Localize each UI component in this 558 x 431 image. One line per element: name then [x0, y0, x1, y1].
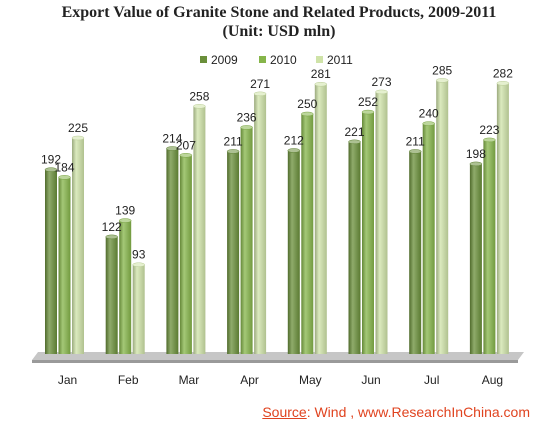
bar-Apr-2009	[226, 149, 240, 354]
legend-swatch-2009	[200, 56, 207, 63]
data-label-Aug-2010: 223	[479, 123, 499, 137]
source-text: : Wind , www.ResearchInChina.com	[306, 404, 530, 420]
x-tick-Jul: Jul	[424, 373, 439, 387]
data-label-Jun-2010: 252	[358, 95, 378, 109]
source-label: Source	[262, 404, 307, 420]
x-tick-Jun: Jun	[361, 373, 380, 387]
data-label-Aug-2011: 282	[493, 66, 513, 80]
data-label-Jan-2011: 225	[68, 121, 88, 135]
bar-May-2009	[287, 148, 301, 354]
legend-label-2010: 2010	[270, 53, 297, 67]
data-label-Feb-2009: 122	[102, 220, 122, 234]
bar-Mar-2011	[193, 104, 206, 354]
data-label-Mar-2010: 207	[176, 138, 196, 152]
data-label-Apr-2009: 211	[224, 134, 243, 148]
bar-Jan-2011	[71, 135, 85, 354]
bar-Jul-2011	[435, 78, 449, 355]
bar-May-2010	[301, 111, 314, 354]
bar-Jun-2010	[361, 109, 375, 354]
data-label-Jul-2009: 211	[406, 134, 425, 148]
data-label-Jun-2011: 273	[371, 75, 391, 89]
data-label-Jul-2010: 240	[419, 107, 439, 121]
data-label-May-2010: 250	[297, 97, 317, 111]
bar-Aug-2011	[496, 81, 510, 354]
x-tick-Mar: Mar	[179, 373, 200, 387]
bar-Jun-2011	[375, 89, 388, 355]
data-label-Jan-2009: 192	[41, 153, 61, 167]
x-tick-Feb: Feb	[118, 373, 139, 387]
bar-Mar-2010	[179, 153, 193, 354]
bar-Apr-2011	[253, 91, 267, 354]
bar-Mar-2009	[166, 146, 179, 354]
bar-Aug-2009	[469, 161, 483, 354]
bar-Feb-2010	[118, 218, 132, 354]
data-label-Aug-2009: 198	[466, 147, 486, 161]
data-label-Mar-2011: 258	[189, 89, 209, 103]
legend-swatch-2010	[259, 56, 266, 63]
data-label-May-2011: 281	[311, 67, 331, 81]
bar-Jan-2009	[44, 167, 58, 354]
chart-floor	[32, 352, 524, 363]
data-label-Apr-2010: 236	[237, 110, 257, 124]
data-label-Jul-2011: 285	[432, 63, 452, 77]
data-label-May-2009: 212	[284, 133, 304, 147]
x-tick-Apr: Apr	[240, 373, 259, 387]
bar-Aug-2010	[483, 137, 496, 354]
legend-swatch-2011	[316, 56, 323, 63]
chart-subtitle: (Unit: USD mln)	[222, 23, 336, 40]
x-tick-May: May	[299, 373, 322, 387]
x-tick-Aug: Aug	[482, 373, 503, 387]
bar-Jul-2010	[422, 121, 435, 354]
source-note: Source: Wind , www.ResearchInChina.com	[262, 404, 530, 420]
data-label-Jan-2010: 184	[54, 160, 74, 174]
bar-Jan-2010	[58, 175, 71, 354]
bar-Feb-2009	[105, 234, 118, 354]
floor-edge	[32, 360, 518, 363]
data-label-Mar-2009: 214	[162, 132, 182, 146]
bar-Apr-2010	[240, 125, 253, 354]
data-label-Feb-2010: 139	[115, 204, 135, 218]
data-label-Jun-2009: 221	[344, 125, 364, 139]
x-axis-tick-labels: Jan Feb Mar Apr May Jun Jul Aug	[58, 373, 503, 387]
data-label-Apr-2011: 271	[250, 77, 270, 91]
bar-Feb-2011	[132, 262, 145, 354]
x-tick-Jan: Jan	[58, 373, 77, 387]
bar-Jul-2009	[408, 149, 422, 354]
bar-May-2011	[314, 81, 328, 355]
legend-label-2011: 2011	[327, 53, 353, 67]
legend-label-2009: 2009	[211, 53, 238, 67]
bar-Jun-2009	[348, 139, 361, 354]
legend: 2009 2010 2011	[200, 53, 353, 67]
data-label-Feb-2011: 93	[132, 248, 146, 262]
chart-title: Export Value of Granite Stone and Relate…	[61, 4, 497, 21]
floor-top	[32, 352, 524, 360]
bars	[44, 78, 510, 355]
